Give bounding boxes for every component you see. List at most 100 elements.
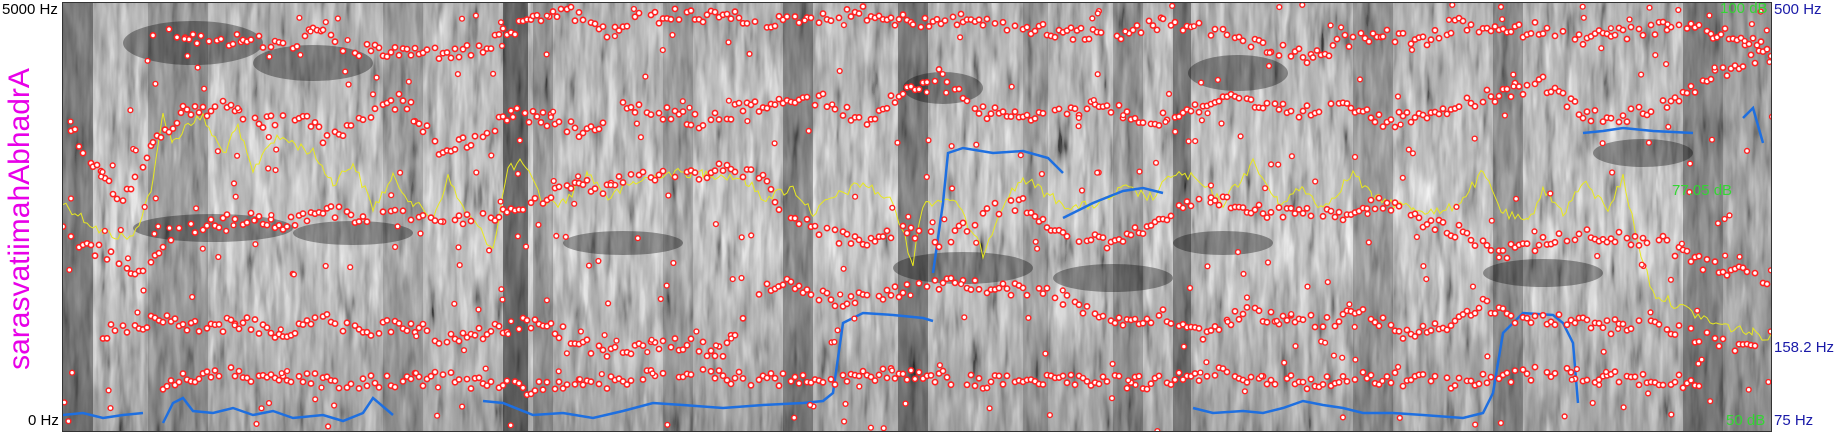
formant-dot — [1423, 41, 1431, 49]
formant-dot — [181, 35, 188, 43]
formant-dot — [1675, 6, 1682, 14]
formant-dot — [1223, 193, 1231, 201]
formant-dot — [1445, 16, 1453, 24]
formant-dot — [1491, 98, 1499, 106]
formant-dot — [1339, 216, 1347, 224]
formant-dot — [1365, 239, 1372, 246]
formant-dot — [467, 51, 475, 59]
formant-dot — [1511, 319, 1519, 327]
formant-dot — [1267, 161, 1275, 168]
formant-dot — [791, 214, 799, 222]
formant-dot — [963, 227, 971, 235]
formant-dot — [139, 163, 147, 171]
formant-dot — [1698, 356, 1705, 363]
formant-dot — [699, 122, 707, 129]
energy-blob — [1173, 231, 1273, 255]
formant-dot — [243, 374, 251, 382]
formant-dot — [1017, 152, 1024, 159]
formant-dot — [527, 199, 535, 207]
formant-dot — [1453, 203, 1460, 211]
formant-dot — [1671, 252, 1679, 260]
formant-dot — [1339, 310, 1347, 318]
formant-dot — [1751, 59, 1759, 67]
formant-dot — [537, 119, 545, 126]
formant-dot — [79, 149, 87, 157]
formant-dot — [1135, 372, 1143, 380]
spectrogram-plot[interactable] — [62, 2, 1772, 432]
formant-dot — [531, 316, 539, 324]
formant-dot — [575, 133, 583, 141]
formant-dot — [803, 93, 811, 101]
formant-dot — [166, 225, 173, 232]
formant-dot — [315, 123, 323, 131]
formant-dot — [1407, 376, 1415, 384]
formant-dot — [519, 206, 527, 214]
formant-dot — [1078, 187, 1086, 194]
formant-dot — [1706, 12, 1713, 19]
formant-dot — [359, 213, 367, 220]
formant-dot — [1195, 19, 1203, 27]
formant-dot — [467, 141, 475, 149]
formant-dot — [639, 342, 647, 349]
formant-dot — [603, 352, 611, 360]
formant-dot — [791, 13, 799, 20]
formant-dot — [1008, 83, 1015, 90]
formant-dot — [1563, 321, 1571, 329]
formant-dot — [1747, 51, 1755, 59]
formant-dot — [459, 403, 466, 410]
formant-dot — [635, 9, 643, 17]
formant-dot — [247, 36, 255, 44]
formant-dot — [132, 147, 139, 154]
formant-dot — [827, 296, 835, 304]
formant-dot — [931, 77, 939, 85]
formant-dot — [751, 98, 759, 106]
formant-dot — [1131, 224, 1139, 231]
formant-dot — [883, 227, 891, 235]
formant-dot — [1652, 51, 1659, 59]
formant-dot — [1307, 311, 1315, 319]
formant-dot — [1471, 102, 1479, 110]
formant-dot — [891, 374, 899, 382]
formant-dot — [1739, 264, 1747, 272]
formant-dot — [915, 368, 923, 376]
formant-dot — [514, 233, 522, 240]
formant-dot — [193, 39, 201, 47]
formant-dot — [659, 337, 667, 345]
formant-dot — [1472, 421, 1479, 428]
formant-dot — [1067, 371, 1075, 379]
formant-dot — [947, 274, 955, 282]
formant-dot — [1659, 381, 1667, 389]
formant-dot — [619, 99, 627, 106]
formant-dot — [183, 106, 191, 113]
formant-dot — [1543, 24, 1551, 32]
formant-dot — [771, 140, 778, 147]
formant-dot — [1399, 174, 1406, 181]
formant-dot — [395, 51, 403, 59]
formant-dot — [927, 371, 935, 379]
formant-dot — [293, 43, 301, 50]
intensity-axis-mid-label: 77.05 dB — [1672, 182, 1733, 199]
formant-dot — [379, 208, 387, 216]
formant-dot — [157, 133, 165, 141]
formant-dot — [243, 314, 251, 322]
formant-dot — [746, 50, 753, 58]
formant-dot — [911, 234, 919, 242]
formant-dot — [495, 322, 503, 330]
formant-dot — [1503, 369, 1511, 377]
formant-dot — [207, 107, 215, 115]
formant-dot — [1163, 216, 1171, 224]
formant-dot — [599, 119, 607, 127]
formant-dot — [695, 347, 703, 355]
formant-dot — [875, 12, 883, 20]
formant-dot — [359, 375, 367, 383]
formant-dot — [899, 289, 907, 297]
formant-dot — [1361, 34, 1369, 42]
formant-dot — [751, 18, 759, 25]
formant-dot — [407, 51, 415, 59]
formant-dot — [131, 173, 139, 181]
formant-dot — [887, 234, 895, 242]
formant-dot — [936, 362, 944, 369]
formant-dot — [1167, 381, 1175, 388]
dark-band — [533, 3, 553, 431]
formant-dot — [1396, 414, 1403, 422]
